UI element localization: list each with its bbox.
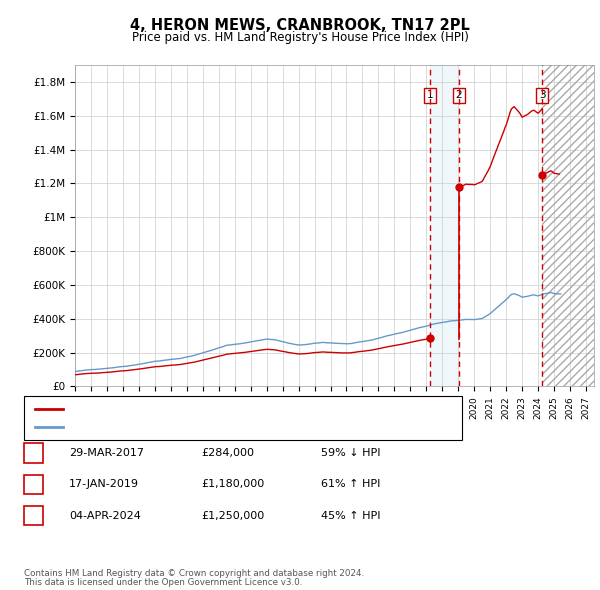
Text: This data is licensed under the Open Government Licence v3.0.: This data is licensed under the Open Gov…: [24, 578, 302, 587]
Text: 61% ↑ HPI: 61% ↑ HPI: [321, 480, 380, 489]
Text: 4, HERON MEWS, CRANBROOK, TN17 2PL: 4, HERON MEWS, CRANBROOK, TN17 2PL: [130, 18, 470, 33]
Text: £284,000: £284,000: [201, 448, 254, 458]
Bar: [430, 65, 459, 386]
Text: 04-APR-2024: 04-APR-2024: [69, 511, 141, 520]
Text: HPI: Average price, detached house, Tunbridge Wells: HPI: Average price, detached house, Tunb…: [67, 422, 343, 432]
Text: £1,250,000: £1,250,000: [201, 511, 264, 520]
Text: Contains HM Land Registry data © Crown copyright and database right 2024.: Contains HM Land Registry data © Crown c…: [24, 569, 364, 578]
Bar: [542, 65, 594, 386]
Text: 3: 3: [539, 90, 545, 100]
Text: 2: 2: [30, 480, 37, 489]
Text: 3: 3: [30, 511, 37, 520]
Text: £1,180,000: £1,180,000: [201, 480, 264, 489]
Text: 2: 2: [456, 90, 463, 100]
Text: 4, HERON MEWS, CRANBROOK, TN17 2PL (detached house): 4, HERON MEWS, CRANBROOK, TN17 2PL (deta…: [67, 404, 377, 414]
Text: 1: 1: [30, 448, 37, 458]
Text: 17-JAN-2019: 17-JAN-2019: [69, 480, 139, 489]
Text: 29-MAR-2017: 29-MAR-2017: [69, 448, 144, 458]
Text: 1: 1: [427, 90, 433, 100]
Text: Price paid vs. HM Land Registry's House Price Index (HPI): Price paid vs. HM Land Registry's House …: [131, 31, 469, 44]
Text: 45% ↑ HPI: 45% ↑ HPI: [321, 511, 380, 520]
Text: 59% ↓ HPI: 59% ↓ HPI: [321, 448, 380, 458]
